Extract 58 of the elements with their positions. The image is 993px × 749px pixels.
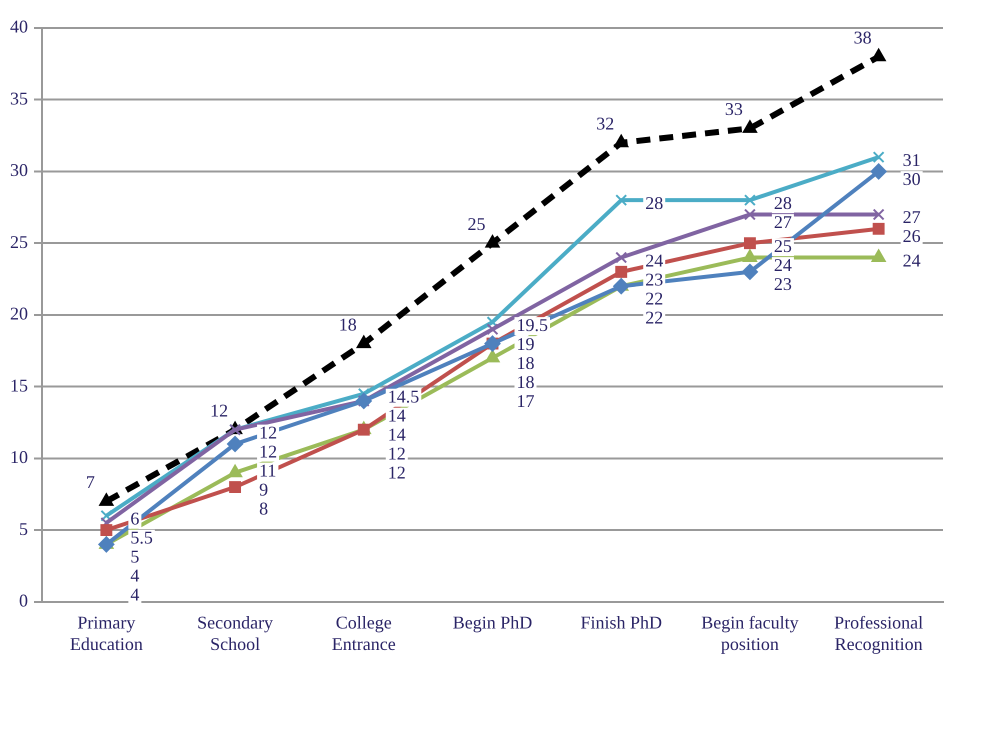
data-label: 17 (516, 390, 534, 411)
data-label: 25 (774, 236, 792, 256)
data-label: 27 (774, 212, 792, 232)
x-tick-label: College Entrance (332, 612, 396, 654)
x-tick-label: Primary Education (70, 612, 143, 654)
data-label: 19 (516, 334, 534, 354)
data-label: 28 (774, 192, 792, 213)
data-label: 33 (724, 99, 743, 120)
x-tick-label: Begin PhD (452, 612, 532, 632)
y-tick-label: 35 (10, 88, 28, 108)
y-tick-label: 15 (10, 375, 28, 396)
data-label: 11 (259, 460, 276, 480)
data-label: 8 (259, 498, 268, 518)
data-label: 24 (645, 250, 664, 270)
x-tick-label: Secondary School (197, 612, 274, 654)
data-label: 5 (130, 546, 140, 566)
y-tick-label: 25 (10, 232, 28, 252)
data-label: 22 (645, 307, 664, 328)
data-label: 7 (86, 472, 95, 492)
data-label: 28 (645, 192, 664, 213)
y-tick-label: 20 (10, 304, 28, 324)
data-label: 18 (516, 372, 534, 392)
y-tick-label: 10 (10, 447, 28, 468)
data-label: 30 (902, 168, 921, 189)
data-label: 6 (130, 508, 140, 528)
data-label: 4 (130, 584, 140, 604)
y-tick-label: 30 (10, 160, 28, 180)
y-tick-label: 5 (19, 518, 28, 539)
x-tick-label: Begin faculty position (701, 612, 799, 654)
data-label: 25 (468, 214, 486, 234)
data-label: 18 (338, 314, 357, 334)
data-label: 19.5 (516, 314, 548, 335)
y-tick-label: 40 (10, 16, 28, 37)
data-label: 12 (388, 444, 406, 464)
data-label: 14 (388, 424, 406, 445)
data-label: 27 (902, 207, 921, 228)
data-label: 22 (645, 288, 664, 308)
data-label: 23 (774, 274, 792, 294)
x-tick-label: Professional Recognition (834, 612, 924, 654)
data-label: 12 (388, 462, 406, 483)
data-label: 9 (259, 479, 268, 500)
data-label: 18 (516, 352, 534, 373)
data-label: 12 (259, 441, 278, 462)
data-label: 24 (774, 254, 792, 275)
data-label: 14.5 (388, 386, 420, 407)
data-label: 12 (259, 422, 278, 442)
data-label: 38 (854, 27, 872, 48)
data-label: 31 (902, 150, 921, 170)
data-label: 4 (130, 565, 140, 586)
x-tick-label: Finish PhD (580, 612, 662, 632)
data-label: 12 (210, 400, 228, 420)
y-tick-label: 0 (19, 590, 28, 611)
data-label: 26 (902, 226, 921, 246)
data-label: 24 (902, 250, 921, 270)
data-label: 23 (645, 269, 664, 290)
data-label: 32 (596, 113, 614, 134)
data-label: 5.5 (130, 527, 153, 548)
data-label: 14 (388, 406, 406, 426)
